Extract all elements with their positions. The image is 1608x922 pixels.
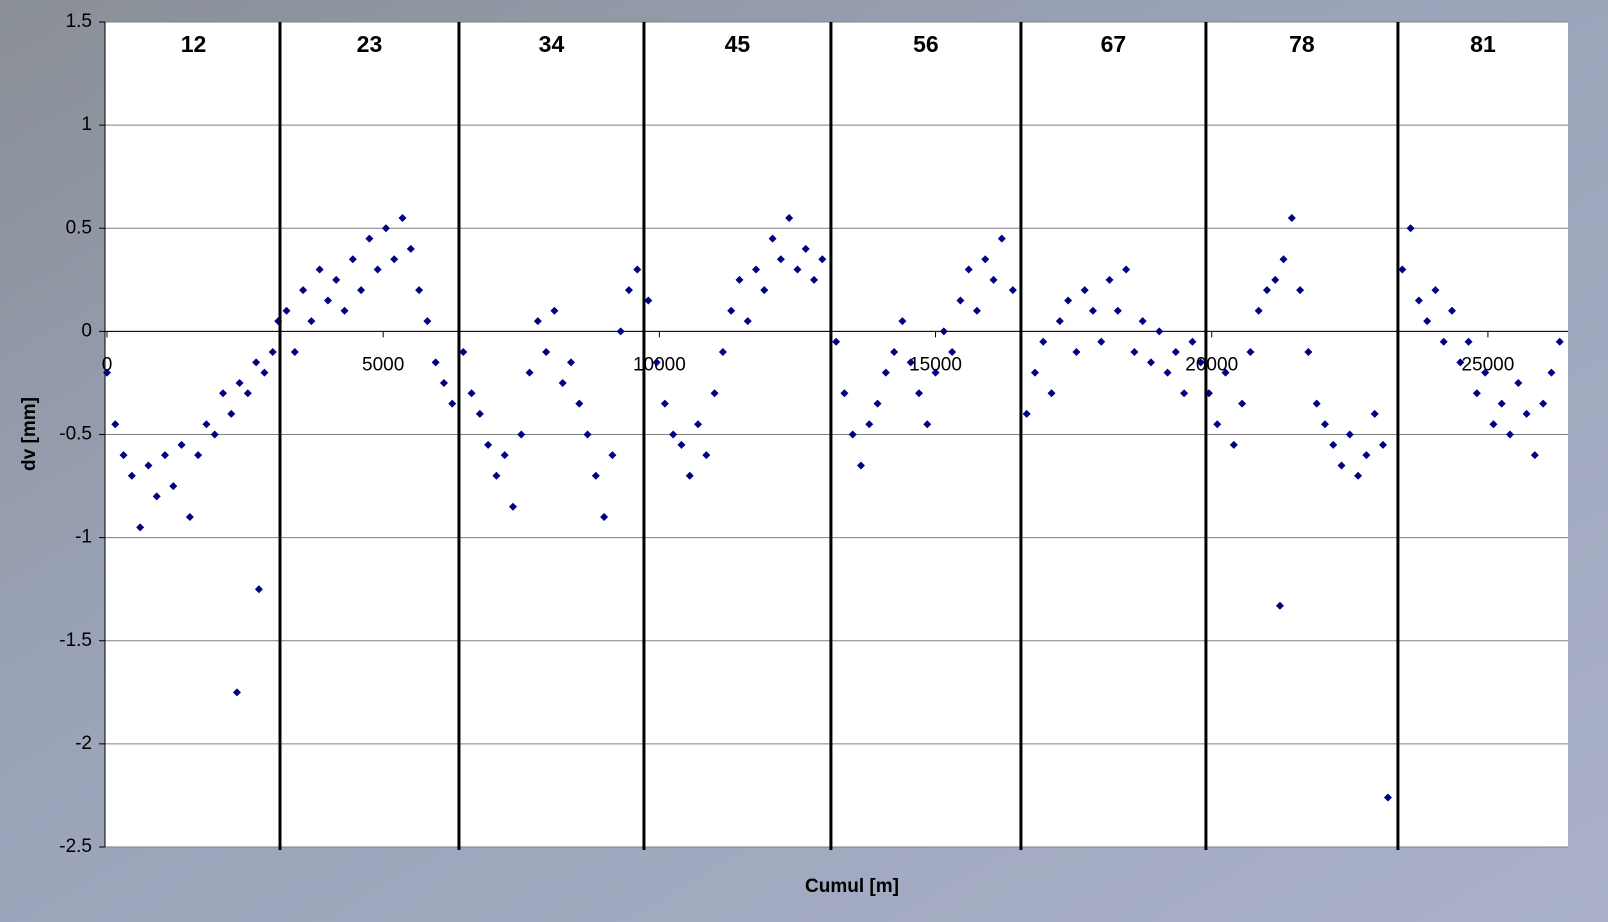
y-tick-label: -2 <box>75 733 92 754</box>
x-tick-label: 20000 <box>1185 354 1238 375</box>
y-tick-label: 0 <box>81 320 92 341</box>
y-tick-label: -1.5 <box>59 630 92 651</box>
chart: -2.5-2-1.5-1-0.500.511.50500010000150002… <box>0 0 1608 922</box>
section-label: 34 <box>539 31 565 57</box>
section-label: 23 <box>357 31 383 57</box>
y-tick-label: -0.5 <box>59 424 92 445</box>
y-tick-label: 1 <box>81 114 92 135</box>
x-axis-label: Cumul [m] <box>805 876 899 897</box>
section-label: 81 <box>1470 31 1496 57</box>
section-label: 12 <box>181 31 207 57</box>
section-label: 56 <box>913 31 939 57</box>
y-axis-label: dv [mm] <box>19 397 40 471</box>
section-label: 45 <box>725 31 751 57</box>
section-label: 67 <box>1101 31 1127 57</box>
y-tick-label: 1.5 <box>66 11 92 32</box>
x-tick-label: 10000 <box>633 354 686 375</box>
x-tick-label: 5000 <box>362 354 404 375</box>
y-tick-label: -1 <box>75 527 92 548</box>
y-tick-label: 0.5 <box>66 217 92 238</box>
section-label: 78 <box>1289 31 1315 57</box>
y-tick-label: -2.5 <box>59 836 92 857</box>
